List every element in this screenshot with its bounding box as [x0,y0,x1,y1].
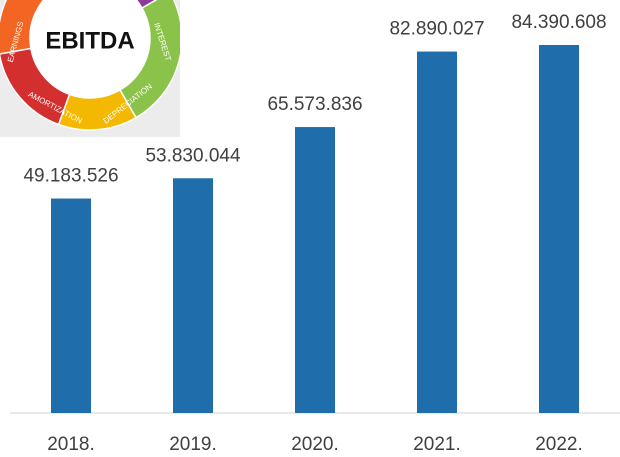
value-label: 65.573.836 [267,94,362,115]
bar [51,198,91,413]
value-label: 84.390.608 [511,12,606,33]
x-tick-label: 2018. [47,434,95,455]
logo-segment [135,0,158,10]
logo-segment [0,0,45,55]
x-tick-label: 2021. [413,434,461,455]
value-label: 53.830.044 [145,145,241,166]
logo-title: EBITDA [45,27,134,54]
bar [417,51,457,413]
value-label: 49.183.526 [23,166,118,187]
x-tick-label: 2022. [535,434,583,455]
x-tick-label: 2020. [291,434,339,455]
x-tick-label: 2019. [169,434,217,455]
value-label: 82.890.027 [389,19,484,40]
bar [539,45,579,413]
bar [173,178,213,413]
bar [295,127,335,413]
logo-center [30,0,150,98]
